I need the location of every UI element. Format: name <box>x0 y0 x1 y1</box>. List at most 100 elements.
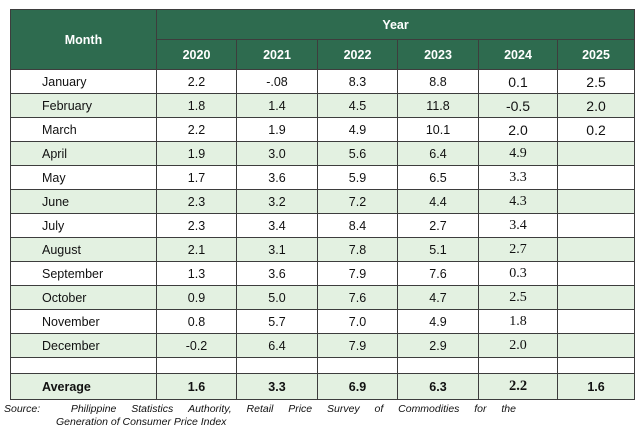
source-word: of <box>374 403 384 415</box>
value-cell <box>556 213 636 238</box>
value-cell: 2.5 <box>556 69 636 94</box>
cpi-table: Month Year 2020 2021 2022 2023 2024 2025 Janu… <box>10 9 636 400</box>
month-cell: July <box>10 213 157 238</box>
source-word: the <box>501 403 516 415</box>
value-cell: 1.7 <box>156 165 237 190</box>
source-word: for <box>474 403 487 415</box>
empty-cell <box>156 357 237 374</box>
table-row: November 0.8 5.7 7.0 4.9 1.8 <box>10 309 636 334</box>
value-cell: 5.6 <box>317 141 398 166</box>
value-cell: 10.1 <box>397 117 479 142</box>
year-col-header: 2022 <box>317 39 398 70</box>
value-cell: 4.5 <box>317 93 398 118</box>
month-header: Month <box>10 9 157 70</box>
average-value: 1.6 <box>556 373 636 400</box>
value-cell: 5.7 <box>236 309 318 334</box>
value-cell: 11.8 <box>397 93 479 118</box>
average-value: 3.3 <box>236 373 318 400</box>
table-row: February 1.8 1.4 4.5 11.8 -0.5 2.0 <box>10 93 636 118</box>
value-cell: 0.2 <box>556 117 636 142</box>
average-value: 2.2 <box>478 373 558 400</box>
value-cell: 3.6 <box>236 261 318 286</box>
year-col-header: 2025 <box>556 39 636 70</box>
value-cell: 2.3 <box>156 189 237 214</box>
source-word: Statistics <box>131 403 174 415</box>
value-cell: 3.6 <box>236 165 318 190</box>
month-cell: October <box>10 285 157 310</box>
value-cell: 0.8 <box>156 309 237 334</box>
value-cell: 1.3 <box>156 261 237 286</box>
empty-cell <box>478 357 558 374</box>
value-cell: 2.0 <box>556 93 636 118</box>
value-cell: 4.9 <box>317 117 398 142</box>
table-row: August 2.1 3.1 7.8 5.1 2.7 <box>10 237 636 262</box>
source-note: Source: Philippine Statistics Authority, Ret… <box>4 403 524 428</box>
value-cell <box>556 309 636 334</box>
value-cell: 8.3 <box>317 69 398 94</box>
source-word: Survey <box>327 403 360 415</box>
value-cell: 1.9 <box>156 141 237 166</box>
value-cell: 1.9 <box>236 117 318 142</box>
value-cell <box>556 165 636 190</box>
value-cell: 7.9 <box>317 333 398 358</box>
value-cell: 4.9 <box>478 141 558 166</box>
value-cell: -.08 <box>236 69 318 94</box>
year-col-header: 2023 <box>397 39 479 70</box>
average-value: 6.9 <box>317 373 398 400</box>
value-cell <box>556 237 636 262</box>
average-value: 1.6 <box>156 373 237 400</box>
month-cell: December <box>10 333 157 358</box>
value-cell: 3.3 <box>478 165 558 190</box>
value-cell: 4.7 <box>397 285 479 310</box>
value-cell <box>556 189 636 214</box>
value-cell: 3.2 <box>236 189 318 214</box>
value-cell: 2.7 <box>397 213 479 238</box>
source-word: Retail <box>246 403 274 415</box>
value-cell: 3.4 <box>236 213 318 238</box>
value-cell: 6.4 <box>397 141 479 166</box>
value-cell: 2.7 <box>478 237 558 262</box>
value-cell: 1.8 <box>478 309 558 334</box>
month-cell: June <box>10 189 157 214</box>
value-cell: 2.3 <box>156 213 237 238</box>
value-cell: 5.0 <box>236 285 318 310</box>
year-col-header: 2020 <box>156 39 237 70</box>
table-row: January 2.2 -.08 8.3 8.8 0.1 2.5 <box>10 69 636 94</box>
value-cell: 2.2 <box>156 117 237 142</box>
source-word: Philippine <box>70 403 117 415</box>
value-cell: 1.4 <box>236 93 318 118</box>
table-row: April 1.9 3.0 5.6 6.4 4.9 <box>10 141 636 166</box>
empty-cell <box>10 357 157 374</box>
value-cell: 6.4 <box>236 333 318 358</box>
value-cell: 0.3 <box>478 261 558 286</box>
source-word: Commodities <box>398 403 460 415</box>
source-line-2: Generation of Consumer Price Index <box>56 415 227 428</box>
value-cell: 2.5 <box>478 285 558 310</box>
year-header: Year <box>155 9 636 40</box>
value-cell: 2.0 <box>478 117 558 142</box>
source-word: Price <box>288 403 313 415</box>
value-cell: 0.9 <box>156 285 237 310</box>
value-cell: 2.1 <box>156 237 237 262</box>
value-cell: 7.6 <box>397 261 479 286</box>
month-cell: March <box>10 117 157 142</box>
month-cell: February <box>10 93 157 118</box>
year-col-header: 2021 <box>236 39 318 70</box>
value-cell: 2.0 <box>478 333 558 358</box>
value-cell: 7.8 <box>317 237 398 262</box>
value-cell: 7.0 <box>317 309 398 334</box>
source-line-1: Source: Philippine Statistics Authority, Ret… <box>4 403 516 416</box>
month-cell: April <box>10 141 157 166</box>
table-row: June 2.3 3.2 7.2 4.4 4.3 <box>10 189 636 214</box>
value-cell: 6.5 <box>397 165 479 190</box>
value-cell: 7.6 <box>317 285 398 310</box>
value-cell: 3.1 <box>236 237 318 262</box>
value-cell: 7.9 <box>317 261 398 286</box>
empty-cell <box>236 357 318 374</box>
value-cell <box>556 261 636 286</box>
value-cell: 7.2 <box>317 189 398 214</box>
empty-cell <box>556 357 636 374</box>
month-cell: September <box>10 261 157 286</box>
value-cell: 1.8 <box>156 93 237 118</box>
value-cell: 3.0 <box>236 141 318 166</box>
